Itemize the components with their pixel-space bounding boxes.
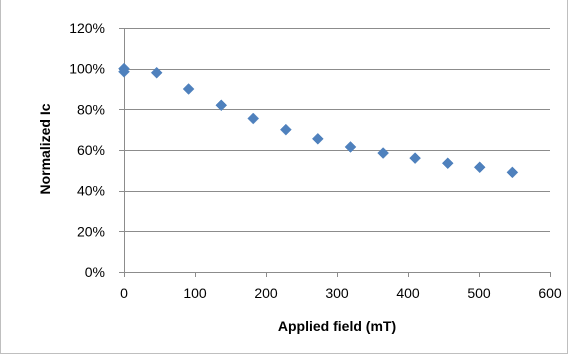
y-tick-label: 80% [77, 101, 105, 117]
data-point [441, 157, 454, 170]
data-point [280, 123, 292, 136]
data-point [215, 99, 228, 112]
y-tick-label: 100% [69, 61, 105, 77]
data-point [506, 166, 519, 179]
x-tick-label: 0 [120, 285, 128, 301]
data-point [311, 132, 324, 145]
y-tick-label: 60% [77, 142, 105, 158]
x-tick-label: 100 [183, 285, 207, 301]
data-point [150, 66, 163, 79]
x-tick-label: 400 [396, 285, 420, 301]
y-tick-label: 0% [85, 264, 105, 280]
x-axis-label: Applied field (mT) [278, 318, 396, 334]
y-tick-label: 20% [77, 223, 105, 239]
data-point [182, 83, 195, 95]
tick-labels: 0% 20% 40% 60% 80% 100% 120% 0 100 200 300 400 500 60… [69, 20, 562, 301]
y-axis-label: Normalized Ic [37, 103, 53, 194]
data-point [377, 147, 390, 159]
x-tick-label: 500 [467, 285, 491, 301]
data-points [118, 62, 519, 179]
data-point [473, 161, 486, 174]
data-point [409, 152, 421, 164]
x-tick-label: 200 [254, 285, 278, 301]
y-tick-label: 120% [69, 20, 105, 36]
data-point [344, 141, 357, 153]
x-tick-label: 600 [538, 285, 562, 301]
data-point [118, 65, 130, 78]
y-tick-label: 40% [77, 183, 105, 199]
axes [119, 28, 551, 277]
gridlines [124, 28, 550, 232]
x-tick-label: 300 [325, 285, 349, 301]
data-point [247, 112, 260, 125]
